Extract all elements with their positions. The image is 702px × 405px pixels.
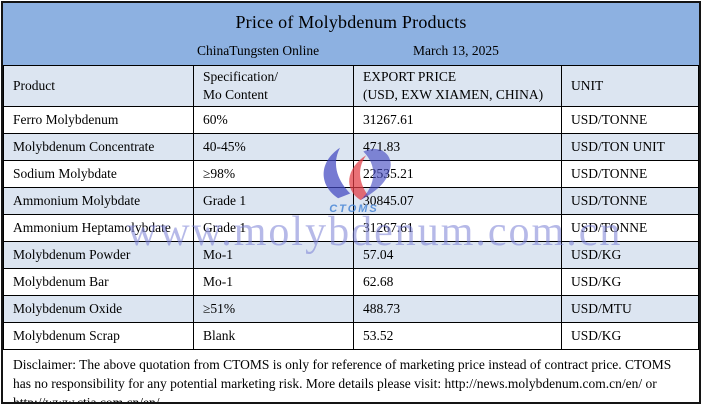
cell-price: 53.52 [353,322,562,350]
column-header-spec-line1: Specification/ [203,69,278,84]
price-table: Product Specification/ Mo Content EXPORT… [3,65,699,350]
cell-spec: Grade 1 [193,214,354,242]
page-title: Price of Molybdenum Products [235,12,467,32]
cell-spec: 60% [193,106,354,134]
cell-price: 31267.61 [353,214,562,242]
cell-price: 57.04 [353,241,562,269]
cell-unit: USD/KG [561,268,699,296]
table-row: Ammonium Molybdate Grade 1 30845.07 USD/… [3,187,699,215]
table-row: Sodium Molybdate ≥98% 22535.21 USD/TONNE [3,160,699,188]
column-header-spec: Specification/ Mo Content [193,65,354,107]
cell-product: Molybdenum Powder [3,241,194,269]
cell-spec: ≥98% [193,160,354,188]
header-row: Product Specification/ Mo Content EXPORT… [3,65,699,107]
cell-unit: USD/TON UNIT [561,133,699,161]
column-header-product: Product [3,65,194,107]
cell-spec: Mo-1 [193,241,354,269]
cell-spec: 40-45% [193,133,354,161]
column-header-price-line2: (USD, EXW XIAMEN, CHINA) [363,87,544,102]
cell-product: Ferro Molybdenum [3,106,194,134]
cell-product: Molybdenum Scrap [3,322,194,350]
table-row: Molybdenum Scrap Blank 53.52 USD/KG [3,322,699,350]
table-row: Ammonium Heptamolybdate Grade 1 31267.61… [3,214,699,242]
cell-unit: USD/KG [561,241,699,269]
cell-price: 31267.61 [353,106,562,134]
cell-unit: USD/TONNE [561,106,699,134]
cell-spec: Mo-1 [193,268,354,296]
column-header-spec-line2: Mo Content [203,87,268,102]
cell-spec: Grade 1 [193,187,354,215]
disclaimer-text: Disclaimer: The above quotation from CTO… [3,350,699,402]
cell-product: Sodium Molybdate [3,160,194,188]
cell-unit: USD/TONNE [561,214,699,242]
column-header-unit: UNIT [561,65,699,107]
table-row: Molybdenum Powder Mo-1 57.04 USD/KG [3,241,699,269]
cell-unit: USD/KG [561,322,699,350]
cell-product: Ammonium Molybdate [3,187,194,215]
cell-price: 30845.07 [353,187,562,215]
date-label: March 13, 2025 [413,43,499,58]
cell-unit: USD/TONNE [561,160,699,188]
table-row: Molybdenum Concentrate 40-45% 471.83 USD… [3,133,699,161]
cell-unit: USD/TONNE [561,187,699,215]
cell-product: Molybdenum Oxide [3,295,194,323]
cell-price: 62.68 [353,268,562,296]
source-label: ChinaTungsten Online [197,43,320,58]
cell-price: 488.73 [353,295,562,323]
cell-unit: USD/MTU [561,295,699,323]
column-header-price-line1: EXPORT PRICE [363,69,457,84]
cell-product: Molybdenum Concentrate [3,133,194,161]
cell-price: 22535.21 [353,160,562,188]
table-row: Molybdenum Oxide ≥51% 488.73 USD/MTU [3,295,699,323]
cell-price: 471.83 [353,133,562,161]
column-header-price: EXPORT PRICE (USD, EXW XIAMEN, CHINA) [353,65,562,107]
banner: Price of Molybdenum Products ChinaTungst… [3,3,699,65]
table-row: Ferro Molybdenum 60% 31267.61 USD/TONNE [3,106,699,134]
cell-product: Ammonium Heptamolybdate [3,214,194,242]
table-row: Molybdenum Bar Mo-1 62.68 USD/KG [3,268,699,296]
cell-spec: Blank [193,322,354,350]
cell-spec: ≥51% [193,295,354,323]
cell-product: Molybdenum Bar [3,268,194,296]
